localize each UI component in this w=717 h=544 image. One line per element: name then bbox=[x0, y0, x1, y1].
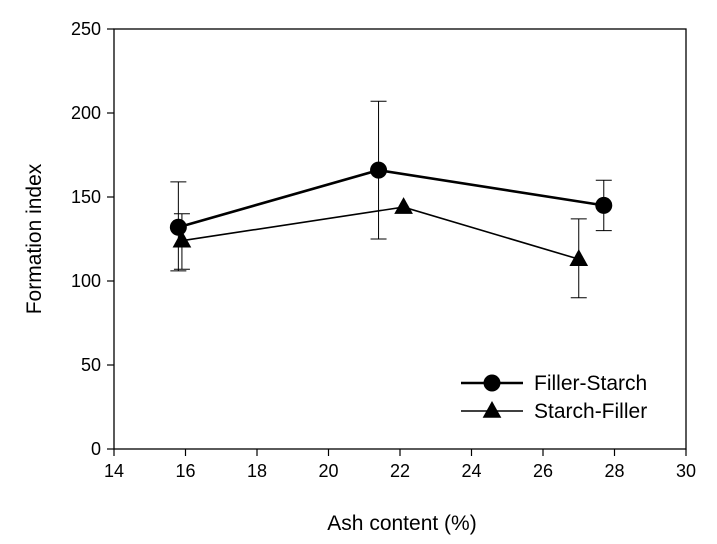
x-tick-label: 28 bbox=[604, 461, 624, 481]
legend: Filler-Starch Starch-Filler bbox=[461, 372, 647, 423]
x-tick-label: 14 bbox=[104, 461, 124, 481]
y-axis-label: Formation index bbox=[23, 163, 46, 314]
data-point bbox=[370, 161, 388, 179]
legend-marker bbox=[483, 374, 501, 392]
y-tick-label: 200 bbox=[71, 103, 101, 123]
legend-marker bbox=[482, 400, 502, 418]
legend-label: Starch-Filler bbox=[534, 400, 647, 423]
x-tick-label: 22 bbox=[390, 461, 410, 481]
x-tick-label: 24 bbox=[461, 461, 481, 481]
x-tick-label: 26 bbox=[533, 461, 553, 481]
x-axis-label: Ash content (%) bbox=[327, 512, 476, 535]
series-line bbox=[177, 168, 604, 229]
y-tick-label: 150 bbox=[71, 187, 101, 207]
y-tick-label: 100 bbox=[71, 271, 101, 291]
series-filler-starch bbox=[169, 100, 613, 272]
x-tick-label: 18 bbox=[247, 461, 267, 481]
y-tick-label: 250 bbox=[71, 19, 101, 39]
series-starch-filler bbox=[172, 197, 589, 299]
x-tick-label: 30 bbox=[676, 461, 696, 481]
x-tick-label: 20 bbox=[318, 461, 338, 481]
y-tick-label: 0 bbox=[91, 439, 101, 459]
series-layer bbox=[169, 100, 613, 299]
data-point bbox=[569, 249, 589, 266]
legend-entry: Filler-Starch bbox=[461, 372, 647, 395]
axis-ticks: 14 16 18 20 22 24 26 28 30 0 50 100 150 200 250 bbox=[71, 19, 696, 481]
legend-entry: Starch-Filler bbox=[461, 400, 647, 423]
data-point bbox=[169, 218, 187, 236]
legend-label: Filler-Starch bbox=[534, 372, 647, 395]
x-tick-label: 16 bbox=[175, 461, 195, 481]
data-point bbox=[394, 197, 413, 214]
data-point bbox=[172, 230, 192, 248]
series-line bbox=[181, 206, 579, 260]
y-tick-label: 50 bbox=[81, 355, 101, 375]
data-point bbox=[595, 196, 613, 214]
